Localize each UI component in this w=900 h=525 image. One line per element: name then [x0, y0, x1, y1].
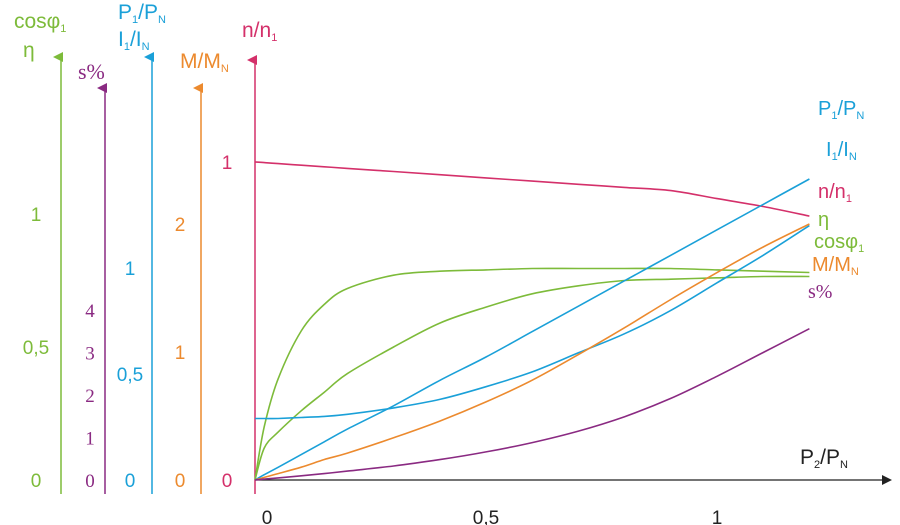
s-percent-tick-label: 1 — [85, 429, 95, 450]
curve-label: cosφ1 — [814, 231, 864, 255]
curve-label: I1/IN — [826, 139, 857, 163]
s-percent-tick-label: 3 — [85, 344, 95, 365]
svg-text:I1/IN: I1/IN — [118, 28, 150, 53]
i-label-c: /I — [130, 28, 142, 51]
series-line-i1-in — [255, 224, 810, 420]
p-i-tick-label: 0,5 — [117, 365, 143, 386]
series-line-p1-pn — [254, 178, 810, 481]
p-i-tick-label: 1 — [125, 259, 136, 280]
svg-text:cosφ1: cosφ1 — [14, 10, 66, 35]
i-label-a: I — [118, 28, 124, 51]
x-label-c: /P — [820, 446, 840, 469]
s-percent-tick-label: 2 — [85, 386, 95, 407]
x-label-b: 2 — [814, 459, 820, 471]
p-label-a: P — [118, 1, 132, 24]
x-tick-label: 0 — [262, 508, 273, 525]
n-label-a: n/n — [242, 19, 271, 42]
p-label-b: 1 — [132, 14, 138, 26]
eta-cos-tick-label: 0,5 — [23, 338, 49, 359]
svg-text:P1/PN: P1/PN — [118, 1, 166, 26]
curve-label: s% — [808, 281, 832, 303]
series-line-n-n1 — [254, 161, 810, 217]
s-percent-tick-label: 0 — [85, 471, 95, 492]
x-tick-label: 1 — [712, 508, 723, 525]
s-percent-axis-title: s% — [78, 59, 105, 84]
n-tick-label: 1 — [222, 153, 233, 174]
i-label-d: N — [142, 41, 150, 53]
series-line-s-percent — [254, 327, 810, 481]
eta-label: η — [23, 39, 35, 62]
eta-cos-label-main: cosφ — [14, 10, 60, 33]
curve-label: M/MN — [812, 254, 859, 278]
x-label-a: P — [800, 446, 814, 469]
series-line-eta — [254, 267, 810, 481]
n-axis-title: n/n1 — [242, 19, 277, 44]
x-label-d: N — [840, 459, 848, 471]
n-tick-label: 0 — [222, 471, 233, 492]
series-line-m-mn — [254, 223, 810, 481]
m-label-b: N — [221, 63, 229, 75]
n-label-b: 1 — [271, 32, 277, 44]
p-i-tick-label: 0 — [125, 471, 136, 492]
curve-label: P1/PN — [818, 98, 864, 122]
x-axis-title: P2/PN — [800, 446, 848, 471]
series-line-cos-phi1 — [254, 275, 810, 481]
eta-cos-axis-title: cosφ1 η — [14, 10, 66, 62]
eta-cos-label-sub: 1 — [60, 23, 66, 35]
eta-cos-tick-label: 1 — [31, 205, 42, 226]
eta-cos-tick-label: 0 — [31, 471, 42, 492]
i-label-b: 1 — [124, 41, 130, 53]
m-label-a: M/M — [180, 50, 221, 73]
m-axis-title: M/MN — [180, 50, 229, 75]
m-tick-label: 1 — [175, 343, 186, 364]
p-label-d: N — [158, 14, 166, 26]
m-tick-label: 0 — [175, 471, 186, 492]
s-percent-tick-label: 4 — [85, 301, 95, 322]
p-i-axis-title: P1/PN I1/IN — [118, 1, 166, 53]
series-lines — [254, 161, 810, 481]
axis-lines — [53, 52, 892, 494]
m-tick-label: 2 — [175, 215, 186, 236]
tick-labels: 0 0,5 1 0 1 2 3 4 0 0,5 1 0 1 2 0 1 0 0,5 1 — [23, 153, 723, 525]
x-tick-label: 0,5 — [473, 508, 499, 525]
p-label-c: /P — [138, 1, 158, 24]
curve-label: n/n1 — [818, 181, 852, 205]
curve-label: η — [818, 209, 829, 231]
